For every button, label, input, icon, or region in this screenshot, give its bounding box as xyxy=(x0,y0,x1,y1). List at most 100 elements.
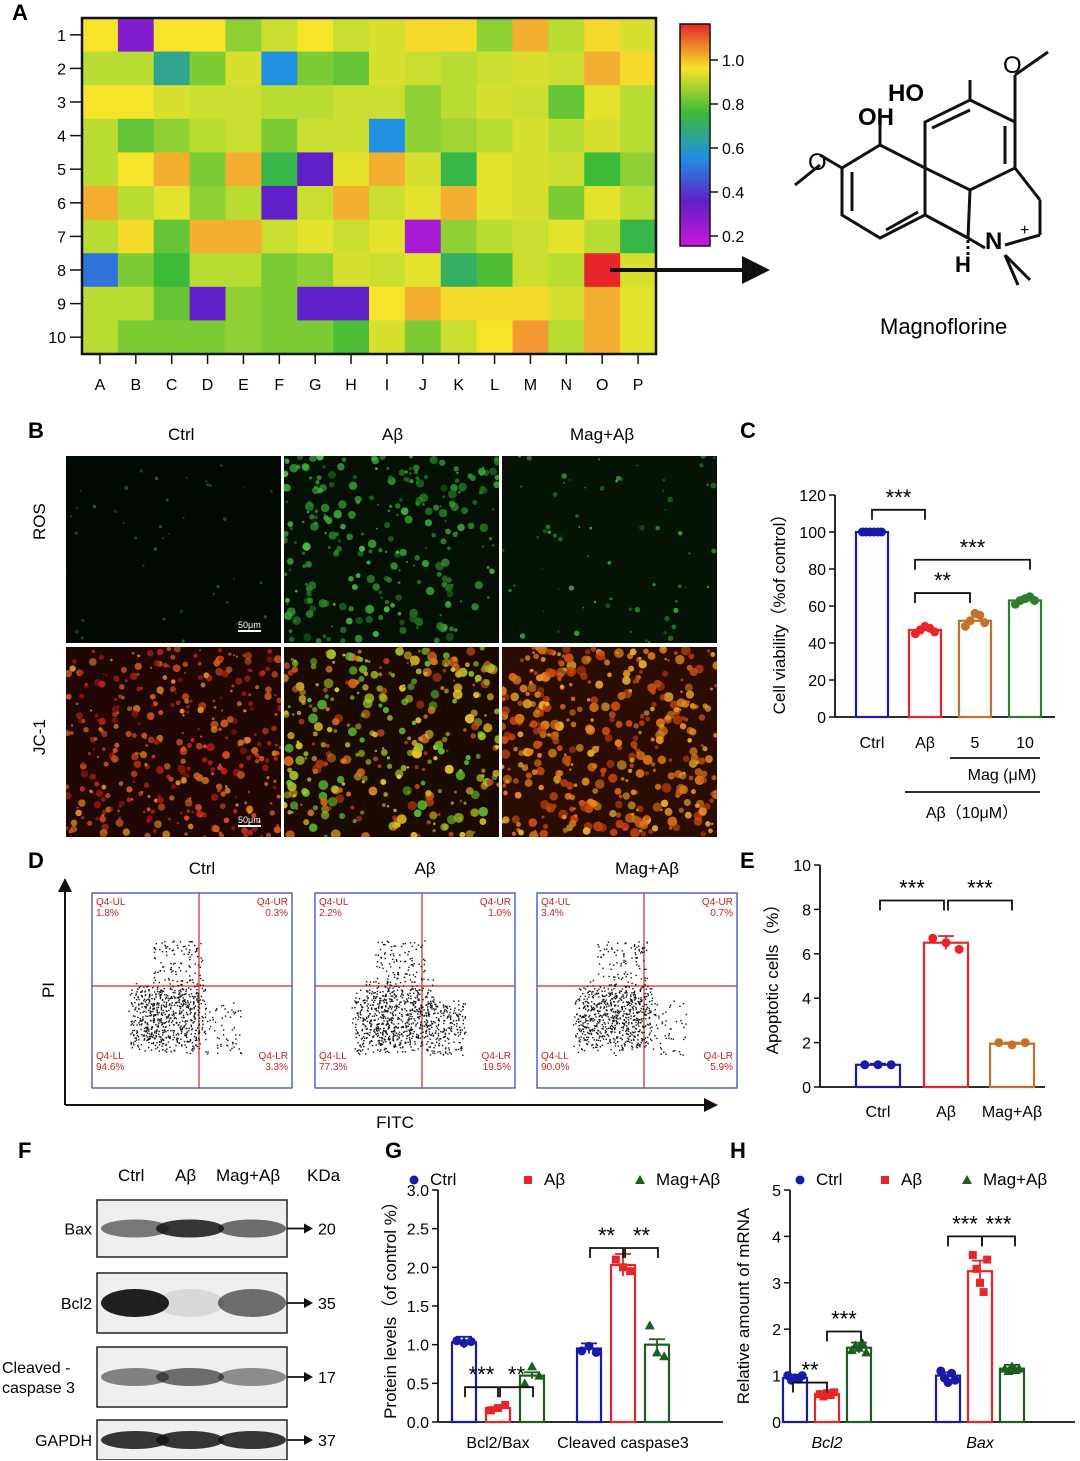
chem-ho: HO xyxy=(888,80,924,107)
heatmap-cell xyxy=(512,219,549,254)
data-point xyxy=(611,1255,620,1264)
heatmap-row-label: 8 xyxy=(57,263,66,280)
blot-band xyxy=(101,1289,169,1317)
heatmap-cell xyxy=(404,152,442,187)
heatmap-cell xyxy=(620,51,657,86)
quadrant-value: 3.4% xyxy=(541,908,564,919)
heatmap-cell xyxy=(620,85,657,120)
heatmap-cell xyxy=(548,253,585,288)
heatmap-cell xyxy=(476,219,513,254)
heatmap-cell xyxy=(153,186,191,221)
heatmap-cell xyxy=(333,186,370,221)
b-row-ros: ROS xyxy=(30,503,49,540)
data-point xyxy=(877,527,887,537)
blot-band xyxy=(218,1431,286,1449)
heatmap-cell xyxy=(82,18,119,53)
data-point xyxy=(943,1378,953,1388)
data-point xyxy=(976,1278,984,1287)
heatmap-cell xyxy=(297,85,334,120)
heatmap-cell xyxy=(512,152,549,187)
heatmap-row-label: 2 xyxy=(57,61,66,78)
heatmap-cell xyxy=(261,18,298,53)
panel-letter-e: E xyxy=(740,848,755,873)
heatmap-cell xyxy=(225,118,262,153)
heatmap-cell xyxy=(548,186,585,221)
heatmap-cell xyxy=(440,18,478,53)
heatmap-cell xyxy=(369,18,406,53)
colorbar-tick: 1.0 xyxy=(722,53,744,70)
heatmap-cell xyxy=(476,286,513,321)
data-point xyxy=(659,1351,670,1361)
data-point xyxy=(861,1347,872,1357)
heatmap-cell xyxy=(117,320,155,355)
heatmap-frame xyxy=(80,16,658,356)
quadrant-name: Q4-UR xyxy=(257,897,288,908)
y-tick-label: 40 xyxy=(808,636,826,653)
blot-band xyxy=(156,1219,224,1238)
blot-band xyxy=(218,1289,286,1317)
heatmap-cell xyxy=(512,118,549,153)
data-point xyxy=(975,610,985,620)
b-col-ab: Aβ xyxy=(382,425,404,444)
heatmap-cell xyxy=(225,85,262,120)
blot-band xyxy=(101,1431,169,1449)
data-point xyxy=(979,1288,988,1297)
heatmap-cell xyxy=(512,85,549,120)
heatmap-cell xyxy=(189,152,226,187)
heatmap-cell xyxy=(261,219,298,254)
heatmap-cell xyxy=(153,85,191,120)
blot-band xyxy=(218,1219,286,1238)
chem-o-top: O xyxy=(1003,52,1022,79)
heatmap-cell xyxy=(369,186,406,221)
heatmap-cell xyxy=(297,320,334,355)
heatmap-cell xyxy=(297,219,334,254)
heatmap-cell xyxy=(476,152,513,187)
data-point xyxy=(652,1347,662,1357)
data-point xyxy=(886,1060,896,1070)
blot-kda: 35 xyxy=(318,1296,336,1313)
heatmap-cell xyxy=(333,85,370,120)
data-point xyxy=(501,1400,510,1409)
heatmap-col-label: L xyxy=(490,377,499,394)
quadrant-name: Q4-LR xyxy=(704,1051,733,1062)
data-point xyxy=(1030,595,1040,605)
blot-label: Cleaved - xyxy=(2,1360,70,1377)
panel-letter-c: C xyxy=(740,418,756,443)
heatmap-cell xyxy=(548,118,585,153)
heatmap-cell xyxy=(117,286,155,321)
quadrant-value: 0.7% xyxy=(710,908,733,919)
y-tick-label: 2.0 xyxy=(407,1260,429,1277)
heatmap-cell xyxy=(297,253,334,288)
heatmap-row-label: 1 xyxy=(57,28,66,45)
d-plot-title: Mag+Aβ xyxy=(615,859,679,878)
f-col-kda: KDa xyxy=(307,1166,341,1185)
heatmap-cell xyxy=(440,286,478,321)
heatmap-cell xyxy=(189,85,226,120)
heatmap-cell xyxy=(584,219,621,254)
heatmap-cell xyxy=(620,152,657,187)
d-ylabel: PI xyxy=(40,982,58,998)
bar xyxy=(998,1367,1026,1424)
heatmap-col-label: O xyxy=(596,377,608,394)
heatmap-cell xyxy=(476,118,513,153)
micro-ros-mag xyxy=(502,456,717,643)
heatmap-cell xyxy=(117,51,155,86)
heatmap-cell xyxy=(82,51,119,86)
data-point xyxy=(950,1375,960,1385)
bar xyxy=(966,1270,994,1424)
heatmap-cell xyxy=(297,51,334,86)
bar xyxy=(781,1376,809,1424)
panel-letter-g: G xyxy=(385,1138,403,1163)
quadrant-name: Q4-UR xyxy=(480,897,511,908)
compound-name: Magnoflorine xyxy=(880,314,1008,339)
magnoflorine-structure xyxy=(794,50,1049,286)
heatmap-cell xyxy=(225,286,262,321)
heatmap-cell xyxy=(225,18,262,53)
significance-label: *** xyxy=(886,485,912,510)
data-point xyxy=(577,1346,587,1356)
colorbar-tick: 0.4 xyxy=(722,185,744,202)
x-tick-label: Mag+Aβ xyxy=(982,1104,1042,1121)
y-tick-label: 10 xyxy=(793,858,811,875)
heatmap-cell xyxy=(117,152,155,187)
